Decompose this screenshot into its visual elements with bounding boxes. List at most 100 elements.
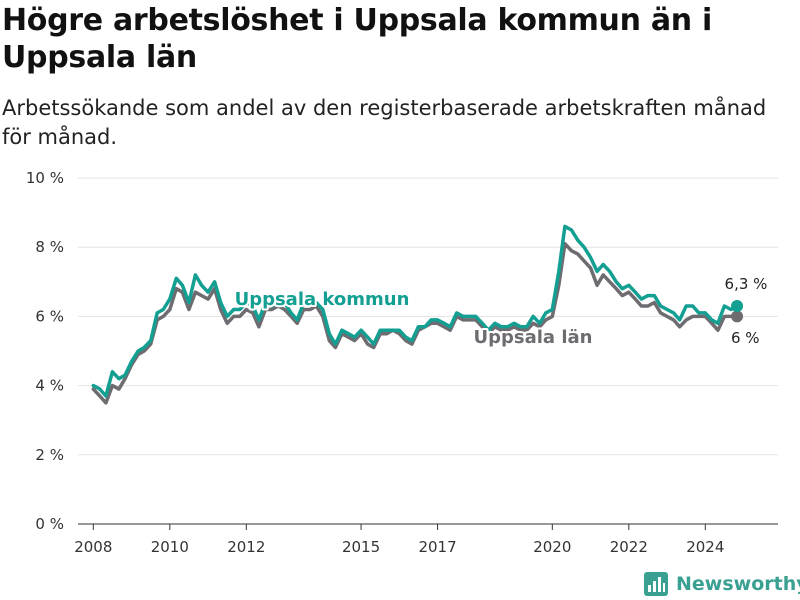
data-point xyxy=(430,319,432,321)
data-point xyxy=(679,326,681,328)
chart-subtitle: Arbetssökande som andel av den registerb… xyxy=(2,96,767,149)
data-point xyxy=(640,305,643,307)
data-point xyxy=(284,308,286,311)
data-point xyxy=(373,343,375,345)
data-point xyxy=(258,319,260,321)
data-point xyxy=(379,329,381,331)
x-tick-label: 2010 xyxy=(151,538,189,556)
data-point xyxy=(590,267,592,269)
data-point xyxy=(545,312,547,314)
data-point xyxy=(386,333,388,335)
data-point xyxy=(539,322,541,324)
data-point xyxy=(162,308,164,311)
data-point xyxy=(634,291,636,293)
data-point xyxy=(564,225,566,227)
data-point xyxy=(456,312,458,314)
data-point xyxy=(704,315,706,317)
data-point xyxy=(303,302,305,304)
data-point xyxy=(666,308,668,311)
data-point xyxy=(577,253,579,255)
data-point xyxy=(660,305,662,307)
data-point xyxy=(685,319,687,321)
data-point xyxy=(468,315,470,317)
data-point xyxy=(188,302,190,304)
data-point xyxy=(373,346,375,349)
data-point xyxy=(105,402,107,404)
data-point xyxy=(207,291,209,293)
data-point xyxy=(487,329,489,331)
data-point xyxy=(111,371,113,373)
data-point xyxy=(666,315,668,317)
y-tick-label: 8 % xyxy=(35,238,64,256)
data-point xyxy=(143,346,145,349)
data-point xyxy=(653,302,656,304)
data-point xyxy=(532,315,534,317)
data-point xyxy=(558,270,560,272)
data-point xyxy=(507,329,509,331)
data-point xyxy=(188,308,190,311)
data-point xyxy=(194,274,196,276)
data-point xyxy=(609,270,611,272)
data-point xyxy=(609,281,611,283)
data-point xyxy=(673,312,675,314)
end-marker-uppsala-kommun xyxy=(731,300,744,313)
data-point xyxy=(717,329,719,331)
data-point xyxy=(264,308,266,311)
data-point xyxy=(443,326,445,328)
data-point xyxy=(105,395,107,397)
data-point xyxy=(341,329,343,331)
data-point xyxy=(181,291,183,293)
x-axis-ticks: 2008 2010 2012 2015 2017 2020 2022 2024 xyxy=(74,524,724,556)
data-point xyxy=(252,312,254,314)
data-point xyxy=(596,270,598,272)
logo-text: Newsworthy xyxy=(676,573,800,595)
data-point xyxy=(207,298,209,300)
data-point xyxy=(507,326,509,328)
data-point xyxy=(698,315,700,317)
data-point xyxy=(545,319,547,321)
data-point xyxy=(660,312,662,314)
data-point xyxy=(239,308,241,311)
data-point xyxy=(252,305,254,307)
y-tick-label: 2 % xyxy=(35,446,64,464)
data-point xyxy=(354,336,356,338)
data-point xyxy=(424,326,426,328)
data-point xyxy=(449,329,451,331)
data-point xyxy=(290,312,292,314)
data-point xyxy=(411,340,413,342)
data-point xyxy=(405,336,407,338)
data-point xyxy=(150,343,152,345)
data-point xyxy=(290,315,292,317)
data-point xyxy=(717,322,719,324)
data-point xyxy=(711,319,713,321)
data-point xyxy=(539,326,541,328)
data-point xyxy=(99,395,101,397)
data-point xyxy=(628,284,630,286)
data-point xyxy=(596,284,598,286)
data-point xyxy=(640,298,643,300)
data-point xyxy=(226,322,228,324)
data-point xyxy=(398,329,400,331)
data-point xyxy=(124,378,126,380)
data-point xyxy=(328,340,330,342)
data-point xyxy=(513,326,515,328)
data-point xyxy=(500,326,502,328)
x-tick-label: 2022 xyxy=(610,538,648,556)
data-point xyxy=(615,281,617,283)
data-point xyxy=(398,333,400,335)
data-point xyxy=(303,308,305,311)
data-point xyxy=(131,360,133,362)
data-point xyxy=(628,291,630,293)
data-point xyxy=(367,336,369,338)
data-point xyxy=(92,388,94,390)
data-point xyxy=(309,308,311,311)
data-point xyxy=(462,319,464,321)
data-point xyxy=(468,319,470,321)
data-point xyxy=(137,350,139,352)
x-tick-label: 2017 xyxy=(418,538,456,556)
data-point xyxy=(360,333,362,335)
data-point xyxy=(590,257,592,259)
end-value-label-uppsala-l-n: 6 % xyxy=(731,329,760,347)
data-point xyxy=(239,315,241,317)
data-point xyxy=(271,305,273,307)
